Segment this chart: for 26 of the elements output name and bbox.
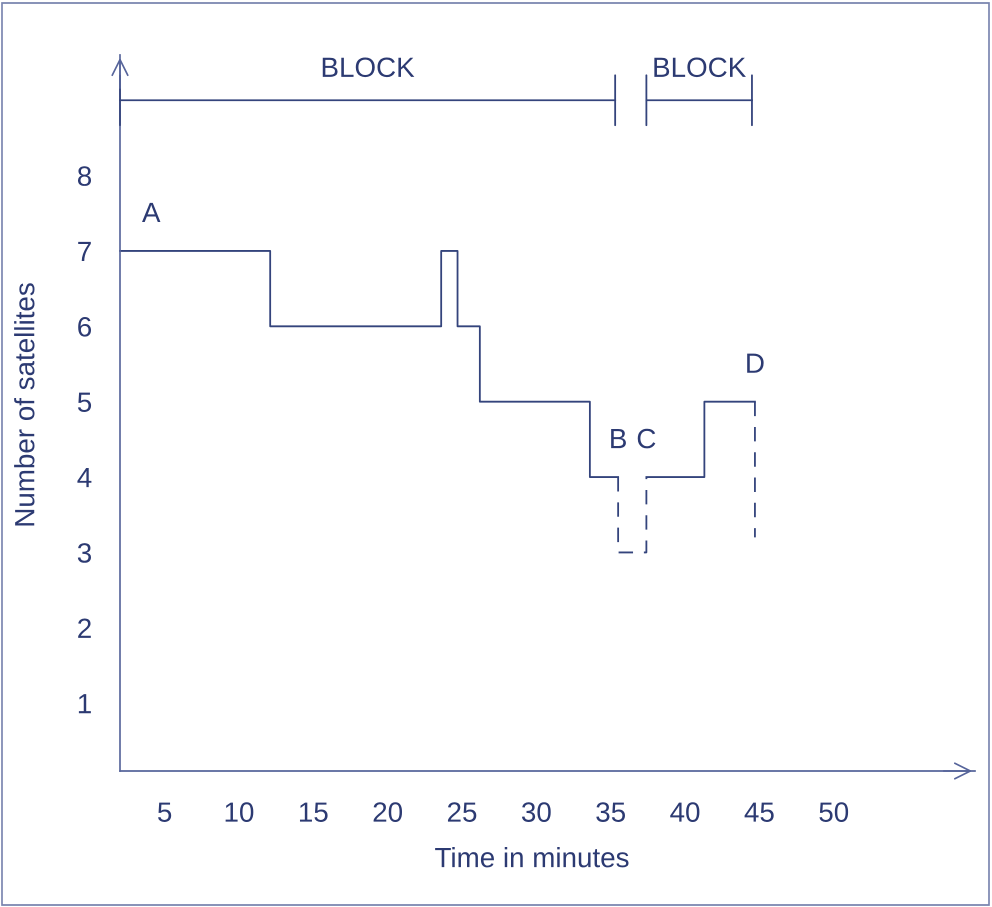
y-tick-label: 6	[78, 316, 92, 337]
x-tick-label: 25	[448, 802, 476, 822]
y-axis-title: Number of satellites	[14, 283, 35, 526]
x-axis-title: Time in minutes	[435, 847, 629, 868]
annotation: B	[611, 429, 626, 448]
x-tick-label: 15	[300, 802, 328, 822]
y-tick-label: 5	[78, 392, 92, 412]
annotation: D	[747, 354, 764, 373]
x-tick-label: 5	[158, 802, 172, 822]
y-tick-label: 3	[78, 543, 92, 563]
x-tick-label: 10	[226, 802, 254, 822]
x-tick-label: 35	[596, 802, 625, 822]
y-tick-label: 4	[77, 468, 92, 488]
x-tick-label: 20	[374, 802, 402, 822]
series-label: BLOCK	[654, 57, 746, 78]
x-tick-label: 45	[744, 802, 774, 822]
x-tick-label: 30	[522, 802, 551, 822]
annotation: A	[142, 202, 160, 222]
x-tick-label: 50	[819, 802, 848, 822]
series-label: BLOCK	[322, 57, 414, 78]
y-tick-label: 1	[78, 694, 91, 714]
y-tick-label: 2	[78, 618, 91, 638]
y-tick-label: 8	[78, 166, 92, 186]
y-tick-label: 7	[78, 242, 91, 262]
x-tick-label: 40	[670, 802, 700, 822]
annotation: C	[638, 428, 656, 448]
